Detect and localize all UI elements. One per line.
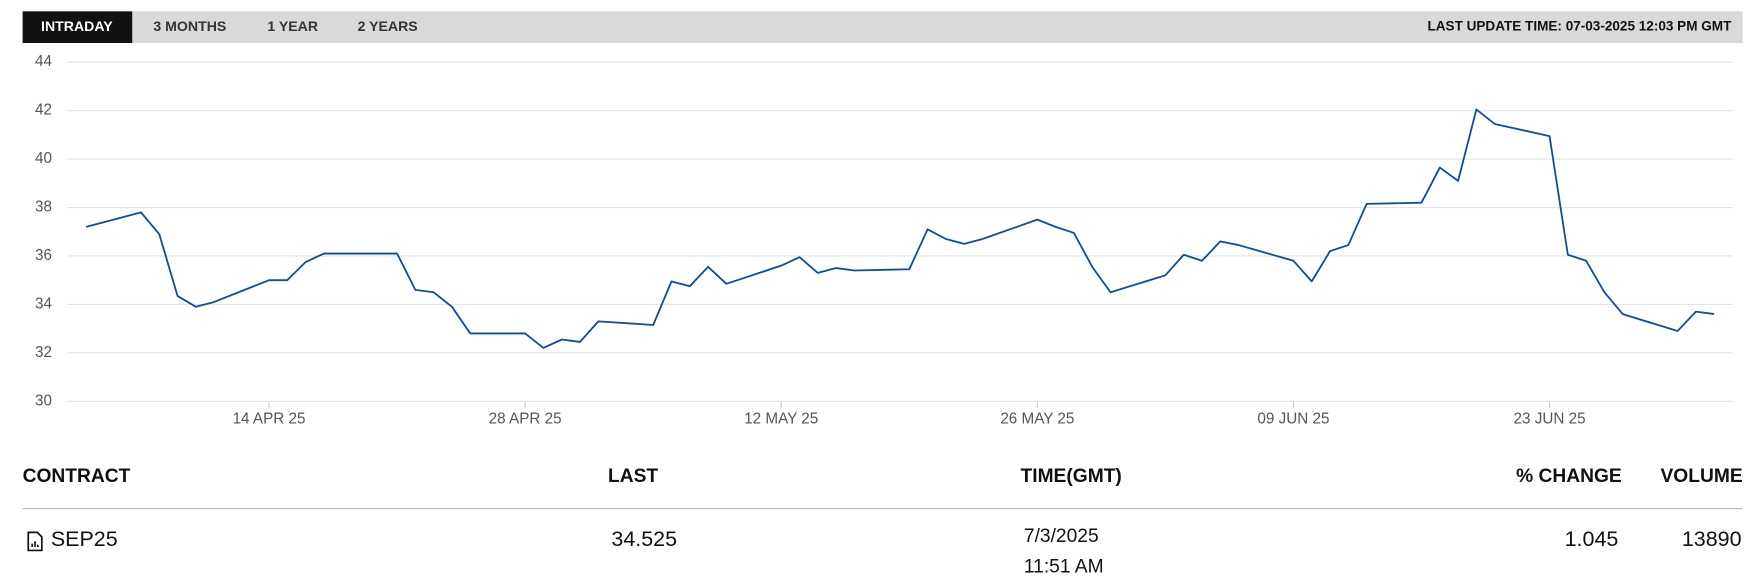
price-line <box>85 108 1715 349</box>
td: 13890 <box>1682 527 1742 551</box>
td: 1.045 <box>1565 527 1619 551</box>
y-tick-label: 44 <box>35 53 52 70</box>
th: % CHANGE <box>1516 466 1622 487</box>
td: SEP25 <box>51 527 118 551</box>
th: CONTRACT <box>23 466 131 487</box>
td: 34.525 <box>611 527 677 551</box>
y-tick-label: 40 <box>35 150 52 167</box>
active-tab <box>22 11 133 44</box>
tab[interactable]: 3 MONTHS <box>153 18 226 34</box>
y-tick-label: 34 <box>35 295 52 312</box>
x-tick-label: 28 APR 25 <box>489 410 562 427</box>
td: 11:51 AM <box>1024 556 1104 577</box>
tab[interactable]: INTRADAY <box>41 18 113 34</box>
th: LAST <box>608 466 658 487</box>
tab-bar <box>22 11 1743 44</box>
tab[interactable]: 2 YEARS <box>358 18 418 34</box>
x-tick-label: 26 MAY 25 <box>1000 410 1074 427</box>
x-tick-label: 12 MAY 25 <box>744 410 818 427</box>
last-update: LAST UPDATE TIME: 07-03-2025 12:03 PM GM… <box>1427 19 1732 34</box>
x-tick-label: 09 JUN 25 <box>1257 410 1329 427</box>
y-tick-label: 30 <box>35 392 52 409</box>
y-tick-label: 38 <box>35 199 52 216</box>
x-tick-label: 14 APR 25 <box>233 410 306 427</box>
y-tick-label: 32 <box>35 344 52 361</box>
th: VOLUME <box>1661 466 1743 487</box>
y-tick-label: 36 <box>35 247 52 264</box>
contract-icon <box>27 531 43 552</box>
tab[interactable]: 1 YEAR <box>267 18 318 34</box>
x-tick-label: 23 JUN 25 <box>1514 410 1586 427</box>
td: 7/3/2025 <box>1024 526 1099 547</box>
th: TIME(GMT) <box>1021 466 1122 487</box>
y-tick-label: 42 <box>35 102 52 119</box>
